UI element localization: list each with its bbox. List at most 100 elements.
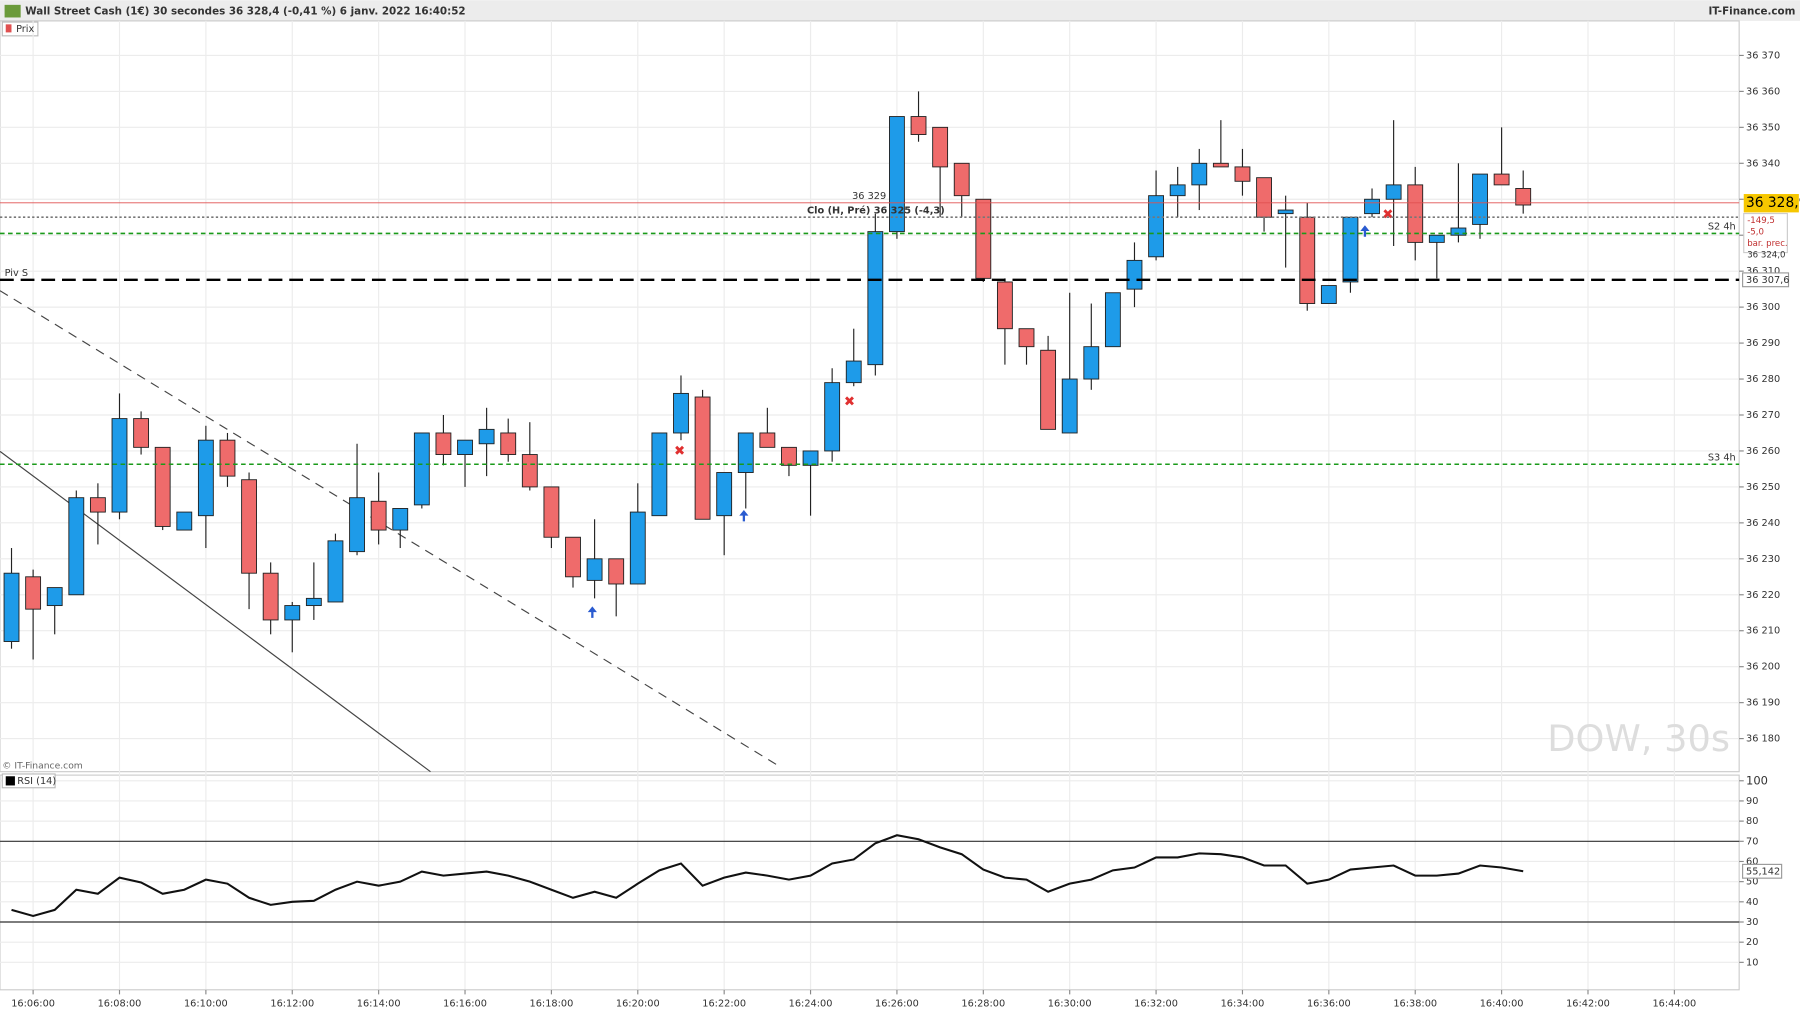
candle-body: [413, 432, 430, 506]
candle-body: [68, 497, 85, 596]
x-tick-label: 16:28:00: [961, 999, 1005, 1010]
x-tick-label: 16:20:00: [616, 999, 660, 1010]
candle-body: [133, 418, 150, 448]
candle-body: [608, 558, 625, 585]
candle-body: [1320, 285, 1337, 304]
y-tick-label: 36 270: [1746, 410, 1780, 421]
rsi-tag: [1742, 863, 1783, 879]
candle-body: [392, 508, 409, 531]
candle-body: [953, 162, 970, 197]
candle-body: [46, 587, 63, 607]
y-tick-label: 20: [1746, 937, 1758, 948]
candle-body: [154, 446, 171, 527]
x-tick-label: 16:26:00: [875, 999, 919, 1010]
candle-body: [521, 454, 538, 488]
candle-body: [284, 605, 301, 621]
candle-body: [1472, 173, 1488, 225]
y-tick-label: 36 200: [1746, 662, 1780, 673]
candle-body: [1299, 216, 1316, 304]
price-tag: [1742, 272, 1790, 288]
legend-swatch: [5, 776, 15, 786]
y-tick-label: 36 350: [1746, 122, 1780, 133]
rsi-last-label: 55,142: [1746, 866, 1780, 877]
x-tick-label: 16:42:00: [1566, 999, 1610, 1010]
x-tick-label: 16:36:00: [1307, 999, 1351, 1010]
candle-body: [1385, 184, 1402, 200]
candle-body: [824, 382, 841, 452]
y-tick-label: 36 290: [1746, 338, 1780, 349]
x-tick-label: 16:06:00: [11, 999, 55, 1010]
candle-body: [89, 497, 106, 513]
y-tick-label: 36 340: [1746, 158, 1780, 169]
last-price-tag: [1743, 194, 1799, 213]
candle-body: [1234, 166, 1251, 182]
candle-body: [1450, 227, 1467, 236]
candle-body: [327, 540, 344, 603]
x-tick-label: 16:24:00: [789, 999, 833, 1010]
y-tick-label: 40: [1746, 897, 1758, 908]
x-tick-label: 16:34:00: [1221, 999, 1265, 1010]
x-tick-label: 16:10:00: [184, 999, 228, 1010]
y-tick-label: 36 310: [1746, 266, 1780, 277]
candle-body: [197, 439, 214, 517]
candle-body: [975, 198, 992, 279]
candle-body: [1364, 198, 1380, 215]
sell-cross: [1383, 209, 1393, 219]
x-tick-label: 16:18:00: [530, 999, 574, 1010]
candle-body: [176, 511, 193, 531]
y-tick-label: 10: [1746, 957, 1758, 968]
panel-label: RSI (14): [17, 776, 56, 787]
y-tick-label: 80: [1746, 816, 1758, 827]
y-tick-label: 36 190: [1746, 698, 1780, 709]
level-label: 36 329: [852, 191, 886, 202]
y-tick-label: 100: [1746, 773, 1768, 787]
x-tick-label: 16:44:00: [1652, 999, 1696, 1010]
candle-body: [1493, 173, 1510, 186]
candle-body: [349, 497, 365, 553]
candle-body: [1018, 328, 1035, 348]
x-tick-label: 16:12:00: [270, 999, 314, 1010]
candle-body: [370, 500, 387, 531]
candle-body: [737, 432, 754, 473]
y-tick-label: 36 180: [1746, 734, 1780, 745]
x-tick-label: 16:14:00: [357, 999, 401, 1010]
buy-arrow: [587, 606, 597, 618]
candle-body: [1040, 349, 1057, 430]
title-bar: [0, 0, 1800, 21]
candle-body: [25, 576, 42, 610]
candle-body: [910, 116, 927, 135]
candle-body: [1256, 177, 1272, 218]
candle-body: [1191, 162, 1208, 186]
candle-body: [478, 428, 495, 445]
candle-body: [1515, 188, 1532, 206]
candle-body: [1148, 195, 1165, 258]
x-tick-label: 16:16:00: [443, 999, 487, 1010]
candles: [3, 91, 1532, 660]
candle-body: [305, 597, 322, 607]
x-tick-label: 16:30:00: [1048, 999, 1092, 1010]
candle-body: [1169, 184, 1186, 197]
chart-title: Wall Street Cash (1€) 30 secondes 36 328…: [25, 6, 465, 18]
y-tick-label: 70: [1746, 836, 1758, 847]
candle-body: [781, 446, 797, 466]
level-text: Clo (H, Pré) 36 325 (-4,3): [807, 204, 945, 216]
candle-body: [694, 396, 711, 520]
candle-body: [1277, 209, 1294, 215]
buy-arrow: [1360, 225, 1370, 237]
candle-body: [716, 472, 733, 517]
copyright: © IT-Finance.com: [2, 760, 83, 771]
panel-label: Prix: [16, 24, 34, 35]
candle-body: [932, 126, 949, 168]
candle-body: [565, 536, 581, 578]
legend-swatch: [5, 24, 12, 33]
x-tick-label: 16:32:00: [1134, 999, 1178, 1010]
rsi-line: [11, 834, 1524, 918]
candle-body: [111, 418, 128, 513]
candle-body: [1428, 234, 1445, 243]
y-tick-label: 36 210: [1746, 626, 1780, 637]
level-name: S2 4h: [1708, 222, 1736, 233]
buy-arrow: [739, 509, 749, 522]
candle-body: [867, 231, 884, 366]
candle-body: [759, 432, 776, 448]
